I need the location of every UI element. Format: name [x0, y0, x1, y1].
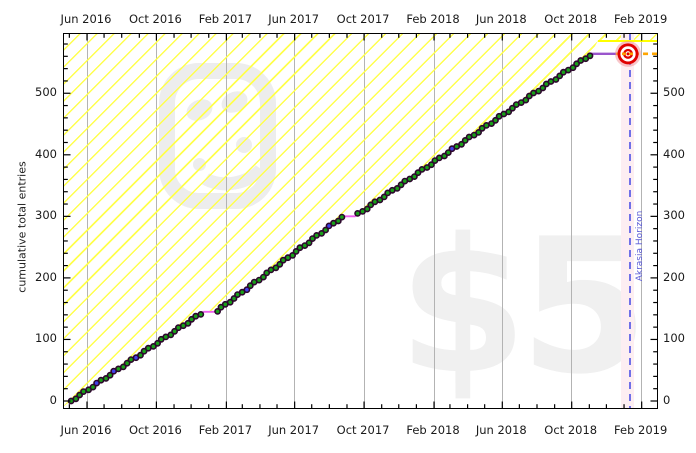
datapoint [410, 173, 418, 180]
datapoint [259, 273, 267, 281]
datapoint [573, 60, 580, 68]
datapoint [539, 84, 547, 92]
x-tick-label: Feb 2017 [198, 12, 253, 26]
datapoint [123, 359, 131, 367]
x-tick-label: Feb 2018 [406, 12, 460, 26]
y-tick-label: 300 [35, 208, 57, 223]
datapoint [272, 264, 280, 272]
x-tick-label: Oct 2018 [544, 423, 598, 437]
datapoint [150, 342, 157, 350]
datapoint [322, 226, 329, 234]
x-tick-label: Jun 2017 [268, 423, 320, 437]
datapoint [154, 339, 161, 347]
datapoint [226, 298, 234, 306]
akrasia-horizon-label: Akrasia Horizon [634, 210, 645, 282]
datapoint [246, 282, 254, 290]
x-tick-label: Oct 2016 [128, 423, 182, 437]
x-tick-label: Oct 2017 [336, 12, 390, 26]
datapoint [535, 87, 542, 95]
gridline-oct-2017 [363, 34, 365, 408]
datapoint [475, 129, 482, 136]
datapoint [586, 52, 594, 60]
datapoint [72, 395, 80, 403]
datapoint [334, 217, 342, 225]
datapoint [569, 64, 577, 72]
datapoint [380, 193, 388, 201]
x-tick-label: Feb 2018 [406, 423, 460, 437]
gridline-jun-2018 [501, 34, 503, 408]
y-tick-label: 500 [35, 85, 57, 100]
datapoint [214, 307, 221, 315]
datapoint [338, 213, 346, 221]
x-tick-label: Jun 2016 [60, 12, 112, 26]
y-axis-title: cumulative total entries [15, 161, 29, 293]
datapoint-blue [243, 286, 251, 294]
datapoint [276, 260, 284, 268]
datapoint [89, 383, 97, 391]
y-tick-label: 300 [663, 208, 685, 223]
y-tick-label: 200 [35, 269, 57, 284]
y-tick-label: 200 [663, 269, 685, 284]
x-tick-label: Oct 2018 [544, 12, 598, 26]
datapoint [492, 116, 499, 124]
gridline-oct-2018 [571, 34, 573, 408]
datapoint [427, 161, 435, 169]
akrasia-pink-zone [621, 34, 635, 408]
datapoint [508, 104, 516, 112]
bullseye-ring [626, 52, 630, 56]
plot-area: $5 Akrasia Horizon [63, 33, 658, 409]
datapoint [363, 205, 371, 213]
datapoint [197, 310, 205, 318]
x-tick-label: Oct 2017 [336, 423, 390, 437]
datapoint [137, 351, 144, 359]
datapoint [289, 251, 296, 259]
datapoint-blue [93, 379, 100, 387]
x-tick-label: Feb 2019 [614, 423, 668, 437]
datapoint [444, 149, 452, 156]
datapoint [292, 247, 300, 255]
x-tick-label: Feb 2019 [614, 12, 668, 26]
y-tick-label: 500 [663, 85, 685, 100]
datapoint [305, 239, 313, 247]
y-tick-label: 400 [35, 146, 57, 161]
x-tick-label: Oct 2016 [128, 12, 182, 26]
x-tick-label: Jun 2016 [60, 423, 112, 437]
datapoint [230, 295, 238, 302]
akrasia-horizon-line [628, 34, 631, 408]
datapoint [393, 184, 401, 192]
y-tick-label: 0 [49, 393, 57, 407]
x-tick-label: Feb 2017 [198, 423, 253, 437]
datapoint [119, 363, 127, 371]
data-layer [64, 34, 657, 408]
datapoint [106, 371, 114, 379]
goal-bullseye [615, 40, 642, 67]
x-tick-label: Jun 2017 [268, 12, 320, 26]
datapoint [184, 319, 192, 327]
datapoint [367, 201, 375, 209]
y-tick-label: 100 [35, 331, 57, 346]
pledge-watermark: $5 [398, 198, 649, 415]
x-tick-label: Jun 2018 [475, 423, 527, 437]
gridline-feb-2018 [433, 34, 435, 408]
y-tick-label: 100 [663, 331, 685, 346]
datapoint [255, 276, 263, 284]
y-tick-label: 0 [663, 393, 671, 407]
gridline-feb-2019 [641, 34, 643, 408]
datapoint [376, 196, 384, 204]
datapoint [458, 140, 465, 148]
x-tick-label: Jun 2018 [475, 12, 527, 26]
datapoint [318, 229, 325, 237]
datapoint [263, 269, 271, 277]
datapoint [522, 96, 530, 104]
y-tick-label: 400 [663, 146, 685, 161]
